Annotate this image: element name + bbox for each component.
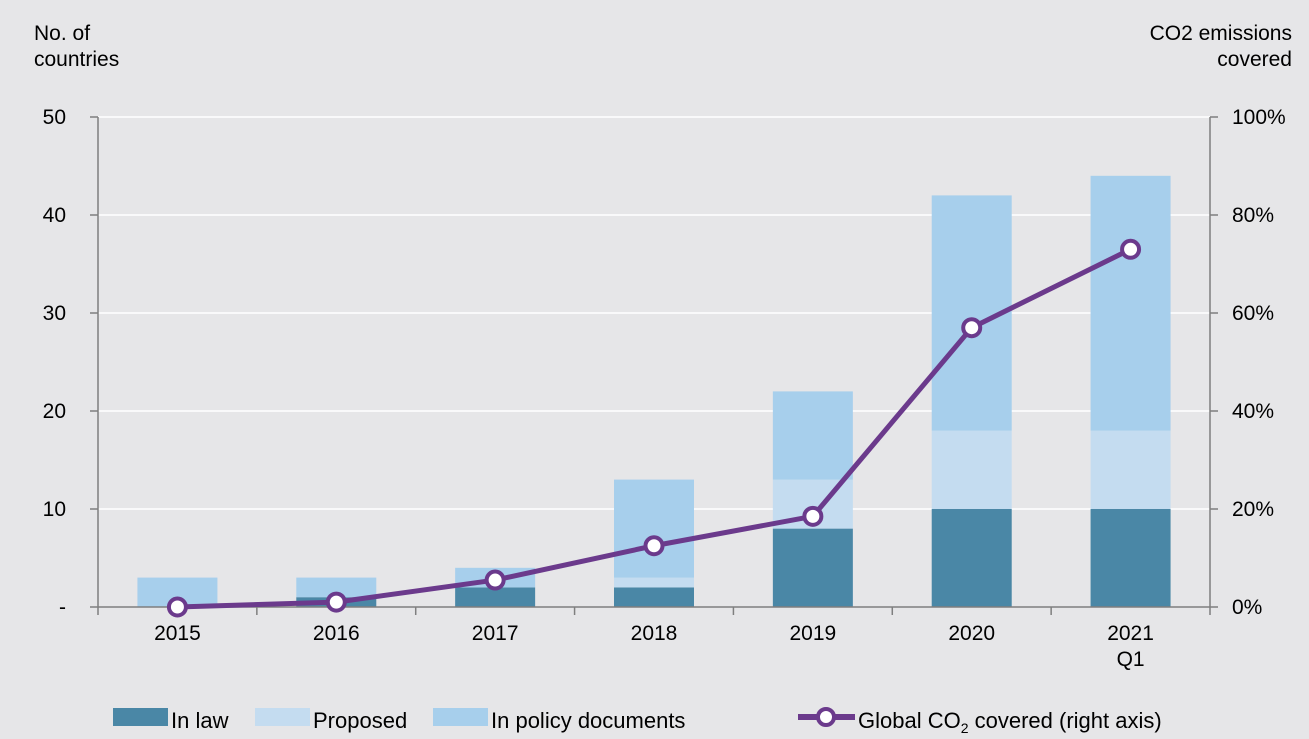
- right-tick-label: 20%: [1232, 498, 1274, 521]
- x-tick-label: 2018: [631, 622, 678, 645]
- bar-proposed-6: [1090, 430, 1171, 509]
- left-tick-label: 40: [43, 204, 66, 227]
- bar-in-law-2: [455, 587, 536, 607]
- x-tick-label: Q1: [1117, 648, 1145, 671]
- co2-point-4: [802, 505, 824, 527]
- legend: In law Proposed In policy documents Global …: [113, 707, 1162, 736]
- x-tick-label: 2016: [313, 622, 360, 645]
- co2-point-5: [961, 317, 983, 339]
- left-tick-label: 20: [43, 400, 66, 423]
- x-tick-label: 2019: [789, 622, 836, 645]
- legend-swatch-in-law: [113, 708, 168, 726]
- legend-label: Proposed: [313, 708, 407, 733]
- co2-point-1: [325, 591, 347, 613]
- bar-in-law-6: [1090, 509, 1171, 607]
- bar-in-policy-documents-1: [296, 577, 377, 598]
- left-tick-label: -: [59, 596, 66, 619]
- legend-label-co2: Global CO2 covered (right axis): [858, 708, 1162, 736]
- bar-in-policy-documents-6: [1090, 175, 1171, 431]
- legend-line-marker: [816, 707, 836, 727]
- right-axis-title: covered: [1217, 48, 1292, 71]
- legend-label: In law: [171, 708, 229, 733]
- co2-line-series: [166, 238, 1142, 618]
- left-axis-title: No. of: [34, 22, 90, 45]
- right-tick-label: 100%: [1232, 106, 1286, 129]
- co2-point-0: [166, 596, 188, 618]
- legend-swatch-proposed: [255, 708, 310, 726]
- right-axis-title: CO2 emissions: [1150, 22, 1292, 45]
- grid-lines: [98, 116, 1210, 510]
- legend-swatch-in-policy-documents: [433, 708, 488, 726]
- left-axis-title: countries: [34, 48, 119, 71]
- x-tick-label: 2015: [154, 622, 201, 645]
- right-tick-label: 40%: [1232, 400, 1274, 423]
- legend-label: In policy documents: [491, 708, 685, 733]
- co2-point-2: [484, 569, 506, 591]
- left-tick-label: 50: [43, 106, 66, 129]
- right-tick-label: 0%: [1232, 596, 1262, 619]
- bar-in-law-4: [772, 528, 853, 607]
- bar-proposed-3: [614, 577, 694, 588]
- tick-labels: - 10 20 30 40 50 0% 20% 40% 60% 80% 100% 2015 2016 201…: [43, 106, 1286, 671]
- bar-in-law-3: [614, 587, 694, 607]
- bars: [137, 175, 1171, 607]
- axes: [90, 116, 1218, 615]
- bar-proposed-5: [931, 430, 1012, 509]
- left-tick-label: 30: [43, 302, 66, 325]
- bar-in-policy-documents-4: [772, 391, 853, 480]
- bar-in-policy-documents-3: [614, 479, 694, 578]
- bar-in-law-5: [931, 509, 1012, 607]
- right-tick-label: 80%: [1232, 204, 1274, 227]
- axis-titles: No. of countries CO2 emissions covered: [34, 22, 1292, 71]
- co2-point-6: [1120, 238, 1142, 260]
- co2-point-3: [643, 535, 665, 557]
- x-tick-label: 2021: [1107, 622, 1154, 645]
- x-tick-label: 2017: [472, 622, 519, 645]
- left-tick-label: 10: [43, 498, 66, 521]
- right-tick-label: 60%: [1232, 302, 1274, 325]
- x-tick-label: 2020: [948, 622, 995, 645]
